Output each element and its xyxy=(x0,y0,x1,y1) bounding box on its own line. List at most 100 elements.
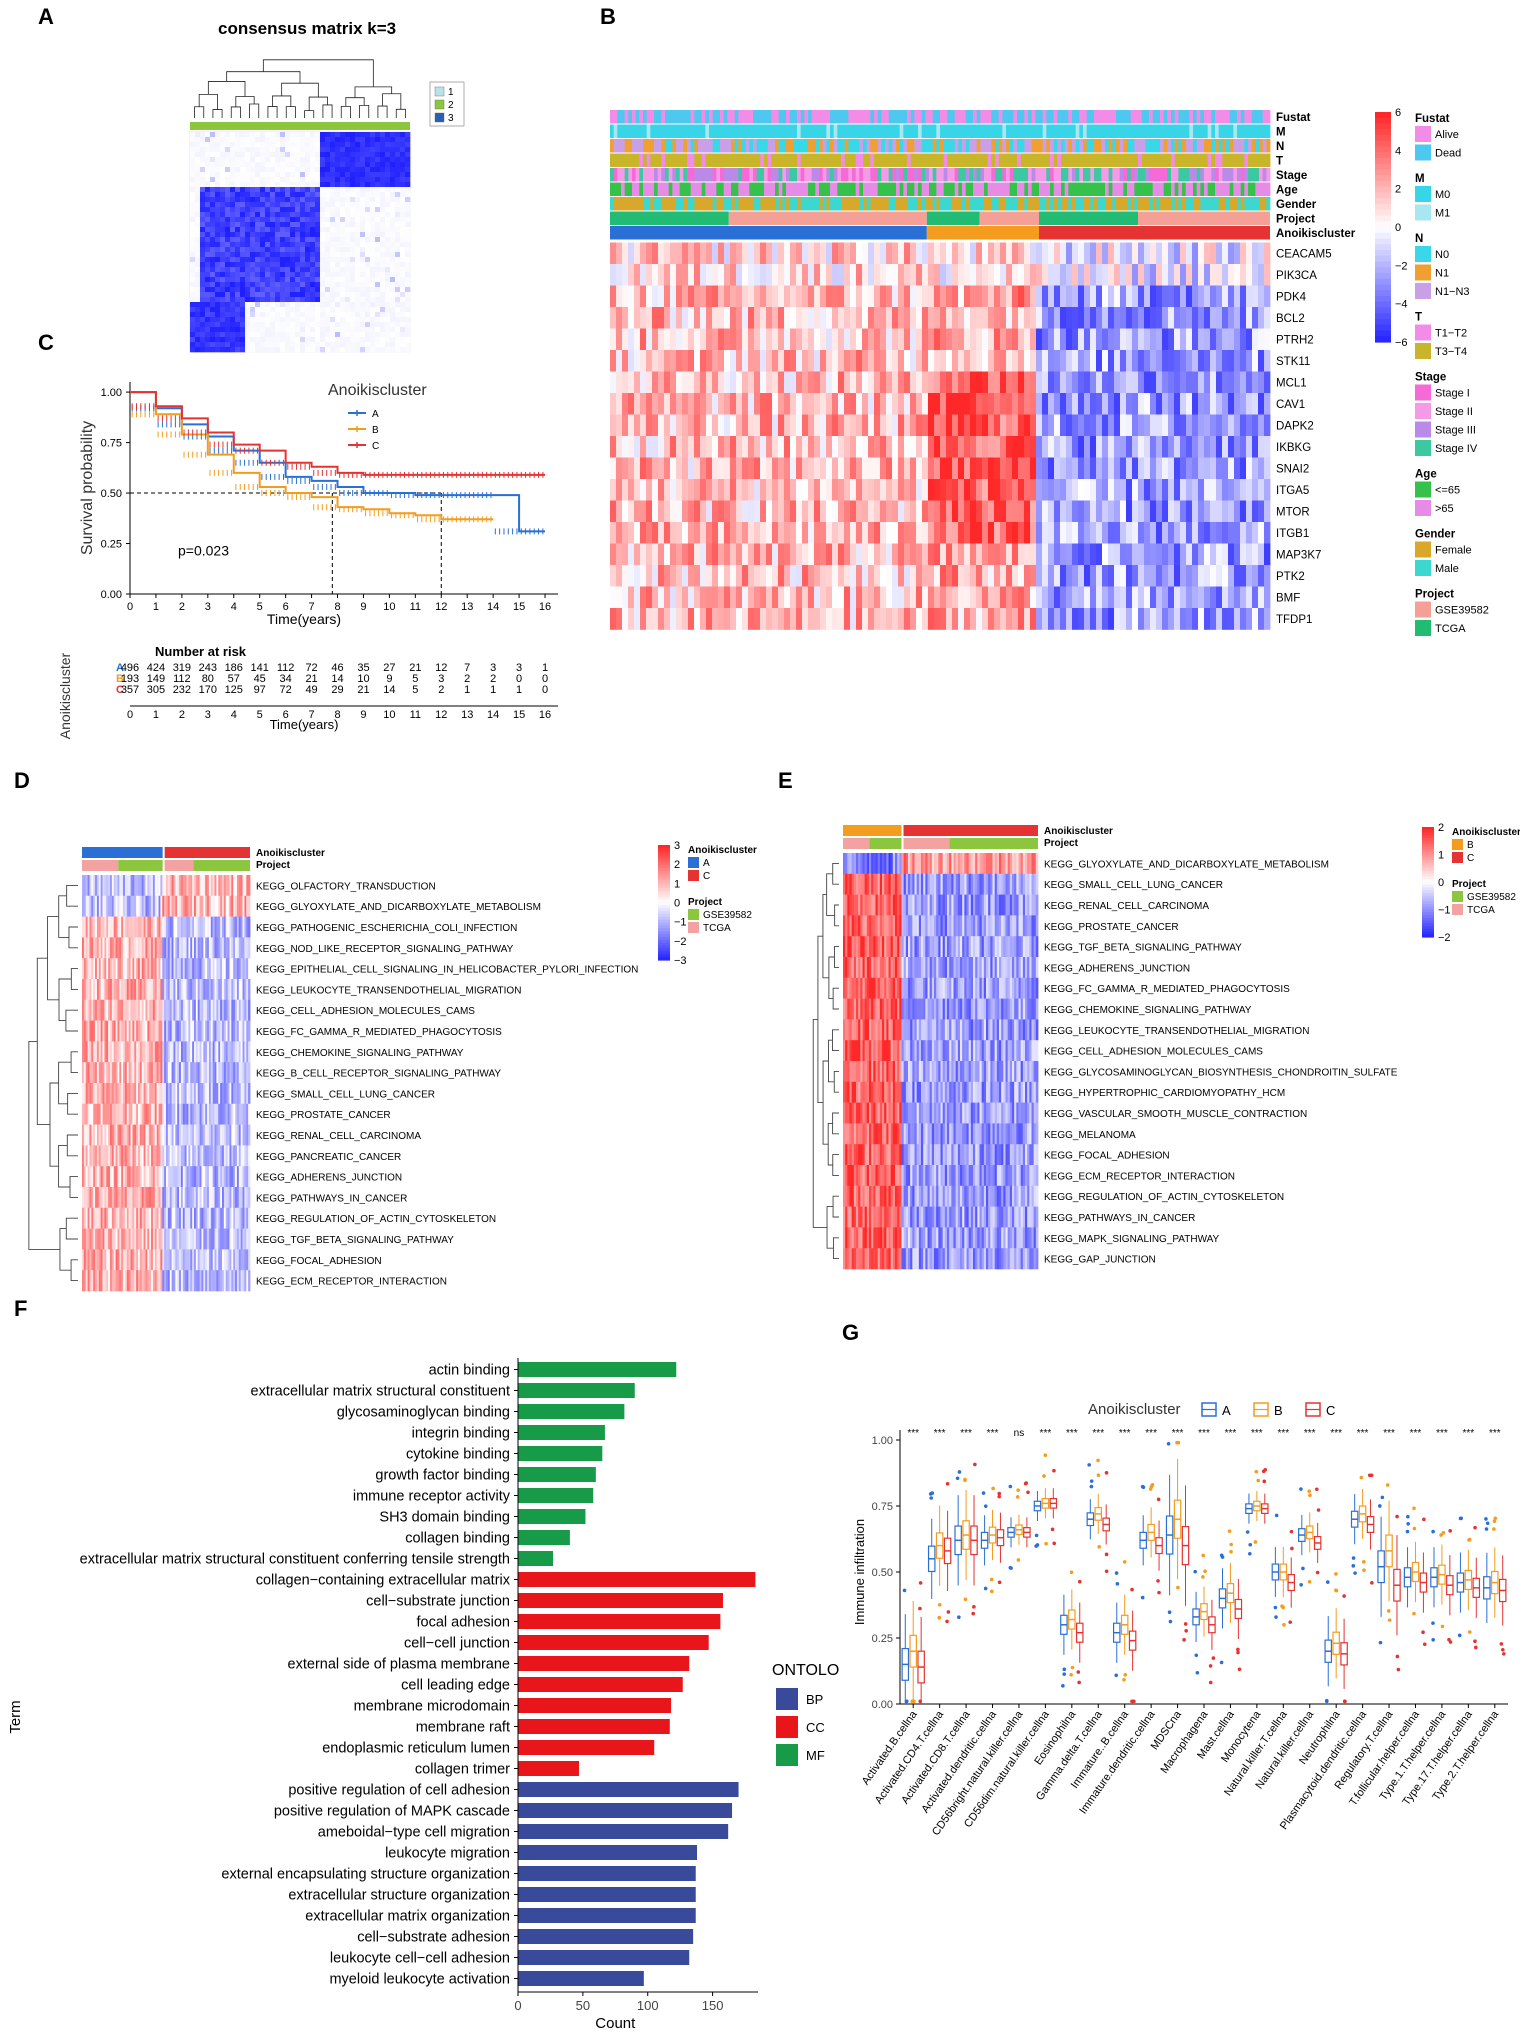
matrix-cell xyxy=(375,202,381,208)
matrix-cell xyxy=(305,287,311,293)
matrix-cell xyxy=(245,182,251,188)
heatmap-cell xyxy=(1126,393,1133,415)
heatmap-cell xyxy=(754,522,761,544)
heatmap-cell xyxy=(760,350,767,372)
heatmap-cell xyxy=(910,350,917,372)
annotation-cell xyxy=(1215,110,1220,124)
matrix-cell xyxy=(190,152,196,158)
heatmap-cell xyxy=(856,242,863,265)
heatmap-cell xyxy=(820,285,827,308)
heatmap-cell xyxy=(898,350,905,372)
matrix-cell xyxy=(295,287,301,293)
matrix-cell xyxy=(200,237,206,243)
matrix-cell xyxy=(250,287,256,293)
annotation-cell xyxy=(1196,124,1201,138)
annotation-cell xyxy=(1189,124,1194,138)
matrix-cell xyxy=(265,262,271,268)
matrix-cell xyxy=(340,157,346,163)
heatmap-cell xyxy=(616,350,623,372)
heatmap-cell xyxy=(1174,285,1181,308)
matrix-cell xyxy=(380,262,386,268)
matrix-cell xyxy=(310,277,316,283)
annotation-cell xyxy=(727,124,732,138)
matrix-cell xyxy=(325,337,331,343)
heatmap-cell xyxy=(760,242,767,265)
matrix-cell xyxy=(290,232,296,238)
matrix-cell xyxy=(275,157,281,163)
heatmap-cell xyxy=(1228,264,1235,286)
heatmap-cell xyxy=(1234,371,1241,394)
heatmap-cell xyxy=(1216,543,1223,566)
heatmap-cell xyxy=(832,500,839,523)
matrix-cell xyxy=(370,132,376,138)
heatmap-cell xyxy=(664,457,671,480)
heatmap-cell xyxy=(736,328,743,351)
annotation-cell xyxy=(1196,182,1201,196)
heatmap-cell xyxy=(784,371,791,394)
annotation-cell xyxy=(672,124,677,138)
heatmap-cell xyxy=(904,242,911,265)
matrix-cell xyxy=(375,137,381,143)
heatmap-cell xyxy=(754,436,761,458)
heatmap-cell xyxy=(772,522,779,544)
annotation-cell xyxy=(976,153,981,167)
heatmap-cell xyxy=(610,285,617,308)
matrix-cell xyxy=(350,142,356,148)
matrix-cell xyxy=(230,287,236,293)
matrix-cell xyxy=(370,332,376,338)
heatmap-cell xyxy=(742,565,749,587)
heatmap-cell xyxy=(1108,414,1115,437)
matrix-cell xyxy=(285,237,291,243)
matrix-cell xyxy=(195,207,201,213)
heatmap-cell xyxy=(1264,393,1271,415)
matrix-cell xyxy=(345,292,351,298)
matrix-cell xyxy=(375,347,381,353)
annotation-cell xyxy=(844,153,849,167)
matrix-cell xyxy=(395,282,401,288)
annotation-cell xyxy=(1057,124,1062,138)
heatmap-cell xyxy=(1000,393,1007,415)
annotation-cell xyxy=(1079,197,1084,211)
annotation-cell xyxy=(1189,168,1194,182)
matrix-cell xyxy=(290,302,296,308)
matrix-cell xyxy=(325,297,331,303)
annotation-cell xyxy=(859,153,864,167)
annotation-cell xyxy=(767,124,772,138)
annotation-cell xyxy=(749,124,754,138)
annotation-cell xyxy=(1240,153,1245,167)
matrix-cell xyxy=(190,272,196,278)
annotation-cell xyxy=(932,182,937,196)
matrix-cell xyxy=(365,252,371,258)
annotation-cell xyxy=(650,197,655,211)
annotation-cell xyxy=(1174,110,1179,124)
annotation-cell xyxy=(844,139,849,153)
annotation-cell xyxy=(760,110,765,124)
heatmap-cell xyxy=(1162,436,1169,458)
heatmap-cell xyxy=(946,436,953,458)
gene-label: CAV1 xyxy=(1276,399,1305,411)
annotation-cell xyxy=(914,153,919,167)
heatmap-cell xyxy=(1162,350,1169,372)
heatmap-cell xyxy=(922,371,929,394)
heatmap-cell xyxy=(904,307,911,329)
matrix-cell xyxy=(295,137,301,143)
matrix-cell xyxy=(305,282,311,288)
annotation-row-label: M xyxy=(1276,127,1286,139)
matrix-cell xyxy=(240,147,246,153)
matrix-cell xyxy=(270,347,276,353)
heatmap-cell xyxy=(826,414,833,437)
annotation-cell xyxy=(962,168,967,182)
heatmap-cell xyxy=(610,264,617,286)
heatmap-cell xyxy=(1108,393,1115,415)
matrix-cell xyxy=(375,302,381,308)
annotation-cell xyxy=(1178,124,1183,138)
matrix-cell xyxy=(385,317,391,323)
matrix-cell xyxy=(285,312,291,318)
heatmap-cell xyxy=(976,285,983,308)
matrix-cell xyxy=(285,137,291,143)
heatmap-cell xyxy=(994,328,1001,351)
heatmap-cell xyxy=(1036,242,1043,265)
matrix-cell xyxy=(205,227,211,233)
annotation-cell xyxy=(1259,139,1264,153)
annotation-cell xyxy=(613,139,618,153)
